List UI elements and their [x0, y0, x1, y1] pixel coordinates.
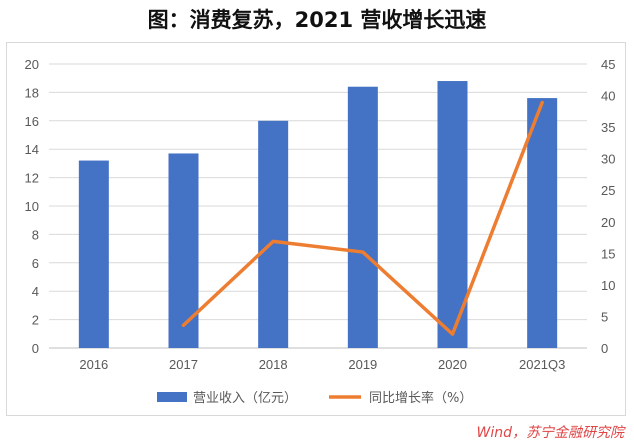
left-tick-label: 20 — [25, 57, 39, 72]
left-tick-label: 8 — [32, 227, 39, 242]
left-tick-label: 16 — [25, 114, 39, 129]
left-tick-label: 18 — [25, 85, 39, 100]
right-tick-label: 45 — [601, 57, 615, 72]
line-series — [181, 100, 544, 336]
line-point — [271, 239, 275, 243]
left-tick-label: 10 — [25, 199, 39, 214]
gridlines — [49, 63, 587, 349]
bar — [168, 153, 199, 348]
right-tick-label: 10 — [601, 278, 615, 293]
bar — [78, 160, 109, 348]
legend-label-revenue: 营业收入（亿元） — [193, 391, 297, 406]
left-tick-label: 6 — [32, 256, 39, 271]
chart-title: 图：消费复苏，2021 营收增长迅速 — [147, 8, 487, 32]
right-tick-label: 5 — [601, 309, 608, 324]
right-tick-label: 20 — [601, 215, 615, 230]
legend-swatch-bar — [157, 392, 187, 402]
x-tick-label: 2017 — [169, 357, 198, 372]
left-tick-label: 4 — [32, 284, 39, 299]
x-tick-label: 2018 — [259, 357, 288, 372]
x-tick-label: 2021Q3 — [519, 357, 565, 372]
x-axis-ticks: 2016 2017 2018 2019 2020 2021Q3 — [79, 357, 565, 372]
right-tick-label: 0 — [601, 341, 608, 356]
bar — [258, 120, 289, 348]
x-tick-label: 2020 — [438, 357, 467, 372]
legend: 营业收入（亿元） 同比增长率（%） — [157, 390, 472, 406]
bar-series — [78, 81, 558, 348]
left-axis-ticks: 0 2 4 6 8 10 12 14 16 18 20 — [25, 57, 39, 356]
left-tick-label: 14 — [25, 142, 39, 157]
right-axis-ticks: 0 5 10 15 20 25 30 35 40 45 — [601, 57, 615, 356]
bar — [527, 98, 558, 348]
left-tick-label: 0 — [32, 341, 39, 356]
right-tick-label: 40 — [601, 89, 615, 104]
left-tick-label: 2 — [32, 313, 39, 328]
line-point — [451, 332, 454, 336]
bar — [347, 86, 378, 348]
x-tick-label: 2016 — [79, 357, 108, 372]
right-tick-label: 25 — [601, 183, 615, 198]
right-tick-label: 30 — [601, 152, 615, 167]
x-tick-label: 2019 — [348, 357, 377, 372]
line-point — [182, 323, 185, 327]
combo-chart: 0 2 4 6 8 10 12 14 16 18 20 0 5 10 15 20 25 30 35 40 45 201… — [25, 57, 616, 406]
line-point — [540, 100, 544, 104]
right-tick-label: 35 — [601, 120, 615, 135]
source-note: Wind，苏宁金融研究院 — [476, 425, 625, 441]
legend-label-growth: 同比增长率（%） — [369, 390, 472, 406]
left-tick-label: 12 — [25, 171, 39, 186]
chart-frame: 0 2 4 6 8 10 12 14 16 18 20 0 5 10 15 20 25 30 35 40 45 201… — [6, 42, 626, 416]
right-tick-label: 15 — [601, 246, 615, 261]
line-point — [361, 250, 365, 254]
